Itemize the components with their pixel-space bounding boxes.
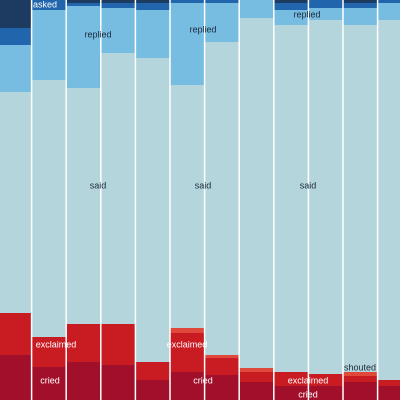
bar-segment	[308, 374, 343, 386]
bar-segment	[377, 386, 400, 400]
bar-segment	[239, 382, 274, 400]
bar-segment	[66, 324, 101, 362]
bar-segment	[31, 0, 67, 10]
bar-segment	[66, 3, 101, 6]
bar-segment	[170, 85, 205, 328]
bar-segment	[273, 386, 309, 400]
bar-segment	[0, 0, 32, 28]
bar-segment	[66, 0, 101, 3]
bar-segment	[377, 3, 400, 20]
bar-segment	[343, 372, 378, 376]
bar-segment	[100, 0, 136, 3]
bar-segment	[0, 313, 32, 355]
bar-segment	[31, 80, 67, 337]
bar-segment	[170, 328, 205, 333]
bar-segment	[308, 0, 343, 8]
bar-segment	[308, 386, 343, 400]
bar-segment	[343, 0, 378, 3]
bar-segment	[204, 3, 240, 42]
bar-segment	[204, 358, 240, 375]
series-label: asked	[33, 0, 57, 9]
bar-segment	[343, 382, 378, 400]
series-label: exclaimed	[288, 375, 329, 385]
bar-segment	[170, 372, 205, 400]
bar-segment	[273, 372, 309, 386]
series-label: exclaimed	[36, 339, 77, 349]
series-label: replied	[189, 24, 216, 34]
bar-segment	[239, 368, 274, 372]
bar-segment	[343, 376, 378, 382]
bar-segment	[377, 380, 400, 386]
bar-segment	[273, 25, 309, 372]
bar-segment	[239, 0, 274, 18]
series-label: cried	[40, 375, 60, 385]
bar-segment	[343, 3, 378, 8]
bar-segment	[0, 355, 32, 400]
bar-segment	[100, 365, 136, 400]
series-label: cried	[193, 375, 213, 385]
bar-segment	[135, 58, 170, 362]
bar-segment	[308, 20, 343, 374]
bar-segment	[343, 8, 378, 25]
bar-segment	[239, 18, 274, 368]
series-label: said	[90, 180, 107, 190]
series-label: shouted	[344, 362, 376, 372]
bar-segment	[170, 333, 205, 372]
bar-segment	[66, 362, 101, 400]
series-label: cried	[298, 389, 318, 399]
bar-segment	[377, 0, 400, 3]
bar-segment	[273, 10, 309, 25]
bar-segment	[100, 324, 136, 365]
bar-segment	[0, 92, 32, 313]
bar-segment	[170, 3, 205, 85]
bar-segment	[204, 355, 240, 358]
bar-segment	[135, 10, 170, 58]
bar-segment	[0, 45, 32, 92]
bar-segment	[135, 362, 170, 380]
bar-segment	[100, 8, 136, 53]
bar-segment	[135, 0, 170, 3]
series-label: said	[300, 180, 317, 190]
bar-segment	[135, 380, 170, 400]
bar-segment	[31, 367, 67, 400]
bar-segment	[0, 28, 32, 45]
bar-segment	[204, 42, 240, 355]
series-label: said	[195, 180, 212, 190]
bar-segment	[308, 8, 343, 20]
bar-segment	[135, 3, 170, 10]
bar-segment	[377, 20, 400, 380]
bar-segment	[273, 3, 309, 10]
bar-segment	[66, 6, 101, 88]
bar-segment	[66, 88, 101, 324]
series-label: replied	[293, 9, 320, 19]
bar-segment	[31, 337, 67, 367]
bar-segment	[204, 375, 240, 400]
bar-segment	[273, 0, 309, 3]
bar-segment	[100, 53, 136, 324]
series-label: replied	[84, 29, 111, 39]
bar-segment	[239, 372, 274, 382]
series-label: exclaimed	[167, 339, 208, 349]
bar-segment	[343, 25, 378, 372]
bar-segment	[31, 10, 67, 80]
bar-segment	[170, 0, 205, 3]
bar-segment	[204, 0, 240, 3]
bar-segment	[100, 3, 136, 8]
